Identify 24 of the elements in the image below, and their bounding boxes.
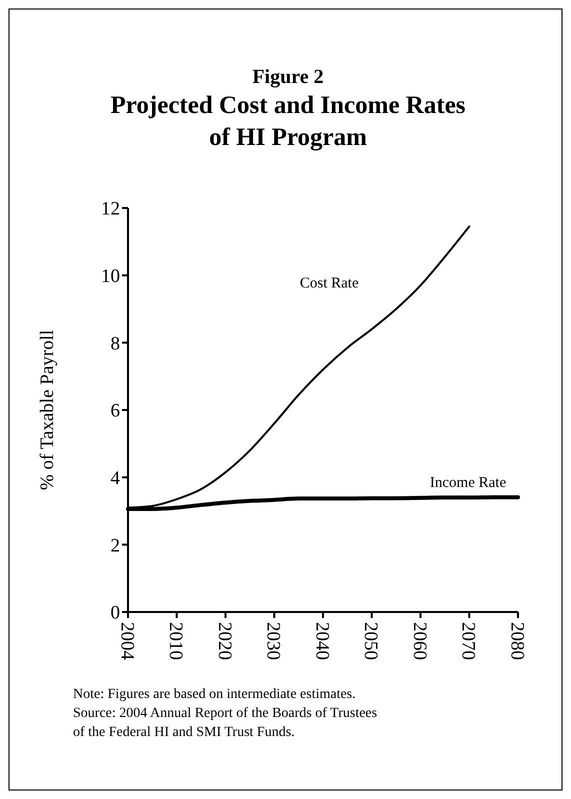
x-tick-label: 2020 (214, 622, 235, 660)
x-tick-label: 2030 (262, 622, 284, 660)
series-label: Income Rate (430, 475, 506, 492)
x-tick-label: 2070 (458, 622, 479, 660)
text: of the Federal HI and SMI Trust Funds. (73, 725, 295, 740)
source-note: Source: 2004 Annual Report of the Boards of Trustees (73, 706, 378, 721)
chart-subtitle: Projected Cost and Income Rates of HI Program (110, 92, 466, 151)
x-tick-label: 2050 (360, 622, 382, 660)
y-tick-label: 10 (101, 266, 120, 287)
y-tick-label: 6 (110, 400, 120, 422)
y-tick-label: 12 (101, 198, 120, 220)
text: Cost Rate (300, 275, 359, 292)
y-tick-label: 0 (110, 602, 120, 624)
x-tick-label: 2040 (311, 622, 332, 660)
x-tick-label: 2080 (506, 622, 528, 660)
x-tick-label: 2004 (116, 622, 138, 660)
y-tick-label: 4 (110, 468, 120, 489)
text: Note: Figures are based on intermediate estimates. (73, 687, 356, 702)
x-tick-label: 2010 (165, 622, 186, 660)
chart-title: Figure 2 (252, 66, 324, 88)
x-tick-label: 2060 (408, 622, 430, 660)
y-tick-label: 2 (110, 535, 120, 556)
y-tick-label: 8 (110, 333, 120, 354)
y-axis-title: % of Taxable Payroll (37, 330, 58, 490)
